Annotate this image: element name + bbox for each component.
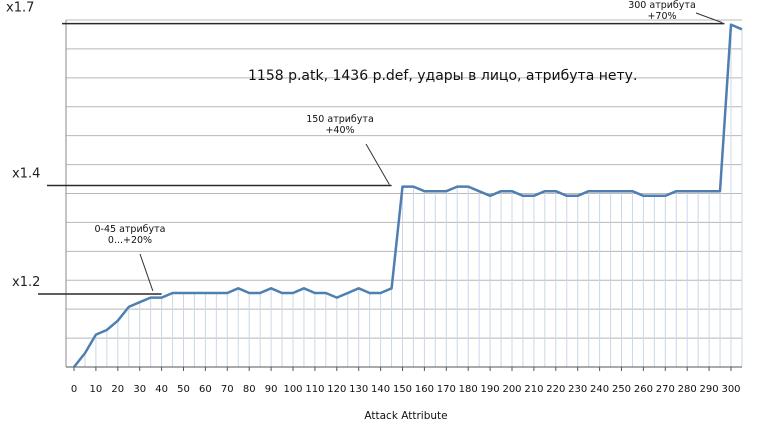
x-tick-label: 20 [111,384,124,395]
annotation-leader [139,253,154,292]
x-tick-label: 170 [437,384,456,395]
annotation-text: 0-45 атрибута [95,224,166,235]
x-tick-label: 80 [243,384,256,395]
x-tick-label: 140 [371,384,390,395]
x-tick-label: 110 [305,384,324,395]
x-tick-label: 120 [327,384,346,395]
x-axis-label: Attack Attribute [364,410,447,422]
x-tick-label: 130 [349,384,368,395]
annotation-text: 0...+20% [108,235,152,246]
annotation-text: 300 атрибута [628,0,696,11]
x-tick-label: 240 [590,384,609,395]
reference-label: x1.7 [6,1,34,16]
x-tick-label: 150 [393,384,412,395]
x-tick-label: 210 [524,384,543,395]
x-tick-label: 220 [546,384,565,395]
x-tick-label: 10 [90,384,103,395]
x-tick-label: 50 [177,384,190,395]
annotation-text: 150 атрибута [306,114,374,125]
series-line [73,23,743,368]
chart-note: 1158 p.atk, 1436 p.def, удары в лицо, ат… [248,68,637,84]
x-tick-label: 160 [415,384,434,395]
x-tick-label: 280 [678,384,697,395]
x-tick-label: 30 [133,384,146,395]
reference-label: x1.2 [12,275,40,290]
reference-label: x1.4 [12,167,40,182]
x-tick-label: 260 [634,384,653,395]
x-tick-label: 230 [568,384,587,395]
annotation-leader [365,143,390,185]
x-tick-label: 270 [656,384,675,395]
series-line-path [73,23,743,368]
x-axis: 0 10 20 30 40 50 60 70 80 90 100 110 120 130 140 150 160… [66,366,742,395]
reference-lines: x1.2 x1.4 x1.7 [6,1,725,295]
x-tick-label: 70 [221,384,234,395]
x-tick-label: 190 [481,384,500,395]
x-tick-label: 0 [71,384,77,395]
x-tick-label: 290 [700,384,719,395]
drop-lines [84,24,743,367]
x-tick-label: 180 [459,384,478,395]
x-tick-label: 250 [612,384,631,395]
x-tick-label: 200 [502,384,521,395]
x-tick-label: 40 [155,384,168,395]
annotation-text: +40% [325,125,354,136]
annotation-text: +70% [647,11,676,22]
x-tick-label: 60 [199,384,212,395]
x-tick-label: 300 [721,384,740,395]
x-tick-label: 90 [265,384,278,395]
x-tick-label: 100 [283,384,302,395]
annotation-leader [695,12,723,24]
